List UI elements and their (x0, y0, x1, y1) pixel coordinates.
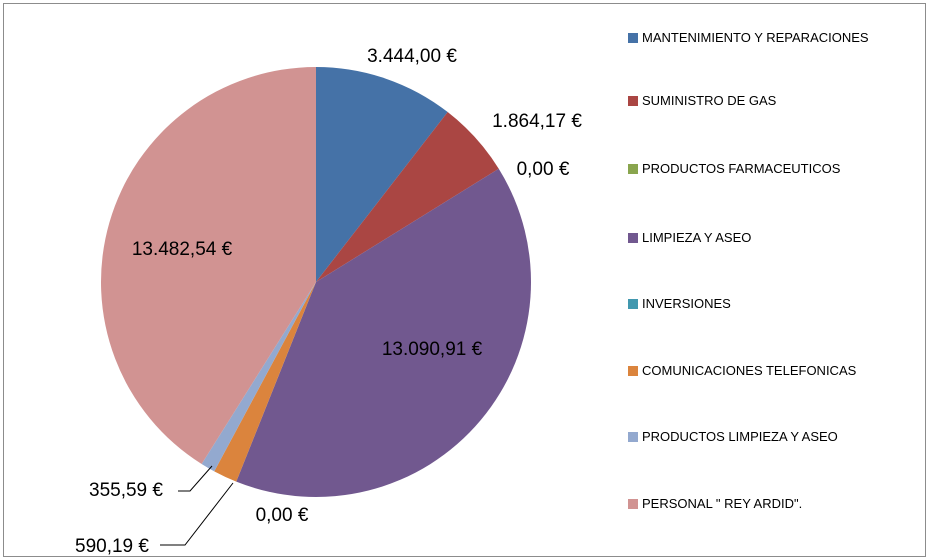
pie-slice (214, 282, 316, 482)
legend-item: LIMPIEZA Y ASEO (628, 228, 888, 248)
pie-slice (236, 168, 531, 497)
legend-item: INVERSIONES (628, 294, 888, 314)
pie-slice (201, 282, 316, 472)
legend-label: LIMPIEZA Y ASEO (642, 230, 752, 245)
legend-swatch (628, 366, 638, 376)
leader-line (160, 482, 234, 546)
legend-label: PRODUCTOS LIMPIEZA Y ASEO (642, 429, 838, 444)
data-label: 0,00 € (256, 505, 309, 526)
data-label: 0,00 € (517, 159, 570, 180)
legend-item: SUMINISTRO DE GAS (628, 91, 888, 111)
data-label: 1.864,17 € (492, 111, 582, 132)
legend-swatch (628, 164, 638, 174)
legend-label: MANTENIMIENTO Y REPARACIONES (642, 30, 869, 45)
legend-label: SUMINISTRO DE GAS (642, 93, 777, 108)
pie-slice (316, 67, 448, 282)
legend-label: PERSONAL " REY ARDID". (642, 496, 803, 511)
pie-slice (100, 67, 316, 465)
data-label: 590,19 € (75, 536, 149, 557)
legend-swatch (628, 499, 638, 509)
legend-item: PRODUCTOS FARMACEUTICOS (628, 159, 888, 179)
legend-label: PRODUCTOS FARMACEUTICOS (642, 161, 841, 176)
legend-swatch (628, 432, 638, 442)
legend-swatch (628, 96, 638, 106)
legend-item: MANTENIMIENTO Y REPARACIONES (628, 28, 888, 48)
legend-label: INVERSIONES (642, 296, 731, 311)
legend-swatch (628, 233, 638, 243)
legend-swatch (628, 33, 638, 43)
legend-item: PERSONAL " REY ARDID". (628, 494, 888, 514)
data-label: 13.090,91 € (382, 339, 483, 360)
legend-item: PRODUCTOS LIMPIEZA Y ASEO (628, 427, 888, 447)
data-label: 3.444,00 € (367, 46, 457, 67)
leader-line (178, 465, 213, 492)
data-label: 13.482,54 € (132, 239, 233, 260)
legend-swatch (628, 299, 638, 309)
data-label: 355,59 € (89, 480, 163, 501)
legend-label: COMUNICACIONES TELEFONICAS (642, 363, 857, 378)
pie-slice (316, 112, 499, 283)
legend-item: COMUNICACIONES TELEFONICAS (628, 361, 888, 381)
